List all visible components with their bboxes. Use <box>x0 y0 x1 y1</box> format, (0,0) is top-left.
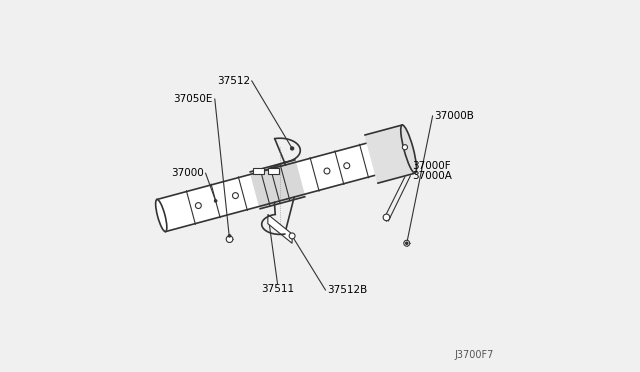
Circle shape <box>195 203 202 209</box>
Circle shape <box>289 233 295 239</box>
Text: 37512B: 37512B <box>328 285 367 295</box>
Circle shape <box>403 145 408 150</box>
Ellipse shape <box>156 199 167 232</box>
Polygon shape <box>268 214 292 243</box>
Text: 37511: 37511 <box>261 284 294 294</box>
Circle shape <box>232 193 239 199</box>
Circle shape <box>214 200 217 202</box>
Circle shape <box>404 240 410 246</box>
Circle shape <box>226 236 233 243</box>
Text: J3700F7: J3700F7 <box>454 350 493 359</box>
Circle shape <box>344 163 349 169</box>
Text: 37000F: 37000F <box>412 161 451 171</box>
Circle shape <box>383 214 390 221</box>
FancyBboxPatch shape <box>253 169 264 174</box>
Text: 37050E: 37050E <box>173 94 213 104</box>
Polygon shape <box>250 160 305 209</box>
Polygon shape <box>365 125 415 183</box>
Circle shape <box>291 147 294 150</box>
Circle shape <box>406 242 408 244</box>
Text: 37512: 37512 <box>217 76 250 86</box>
Text: 37000A: 37000A <box>412 171 452 181</box>
Circle shape <box>324 168 330 174</box>
Text: 37000B: 37000B <box>435 111 474 121</box>
Ellipse shape <box>401 125 417 173</box>
Polygon shape <box>157 133 413 232</box>
Text: 37000: 37000 <box>171 168 204 178</box>
Circle shape <box>228 235 230 237</box>
FancyBboxPatch shape <box>268 169 278 174</box>
